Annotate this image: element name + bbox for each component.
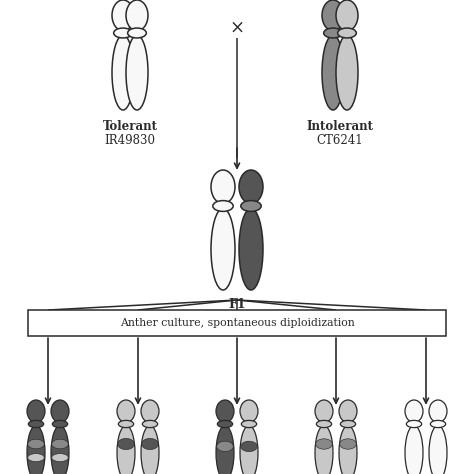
Ellipse shape bbox=[142, 438, 158, 450]
Text: Tolerant: Tolerant bbox=[102, 120, 157, 133]
Ellipse shape bbox=[316, 420, 332, 428]
Ellipse shape bbox=[27, 426, 45, 474]
Ellipse shape bbox=[324, 28, 342, 38]
FancyBboxPatch shape bbox=[28, 310, 446, 336]
Ellipse shape bbox=[217, 441, 233, 452]
Ellipse shape bbox=[315, 426, 333, 474]
Ellipse shape bbox=[27, 400, 45, 422]
Ellipse shape bbox=[429, 400, 447, 422]
Ellipse shape bbox=[114, 28, 132, 38]
Ellipse shape bbox=[27, 439, 44, 449]
Ellipse shape bbox=[337, 28, 356, 38]
Text: Anther culture, spontaneous diploidization: Anther culture, spontaneous diploidizati… bbox=[119, 318, 355, 328]
Ellipse shape bbox=[240, 400, 258, 422]
Ellipse shape bbox=[405, 426, 423, 474]
Ellipse shape bbox=[52, 439, 68, 449]
Ellipse shape bbox=[118, 420, 134, 428]
Ellipse shape bbox=[239, 170, 263, 204]
Ellipse shape bbox=[216, 400, 234, 422]
Ellipse shape bbox=[240, 426, 258, 474]
Ellipse shape bbox=[112, 0, 134, 31]
Ellipse shape bbox=[28, 420, 44, 428]
Ellipse shape bbox=[142, 420, 158, 428]
Ellipse shape bbox=[213, 201, 233, 211]
Ellipse shape bbox=[118, 438, 134, 450]
Text: F1: F1 bbox=[228, 298, 246, 311]
Ellipse shape bbox=[52, 454, 68, 462]
Ellipse shape bbox=[126, 0, 148, 31]
Ellipse shape bbox=[112, 35, 134, 110]
Ellipse shape bbox=[141, 400, 159, 422]
Ellipse shape bbox=[239, 209, 263, 290]
Ellipse shape bbox=[211, 170, 235, 204]
Text: IR49830: IR49830 bbox=[104, 134, 155, 147]
Ellipse shape bbox=[336, 35, 358, 110]
Text: Intolerant: Intolerant bbox=[307, 120, 374, 133]
Ellipse shape bbox=[241, 420, 256, 428]
Ellipse shape bbox=[339, 400, 357, 422]
Ellipse shape bbox=[336, 0, 358, 31]
Ellipse shape bbox=[340, 420, 356, 428]
Ellipse shape bbox=[211, 209, 235, 290]
Ellipse shape bbox=[241, 201, 261, 211]
Text: ×: × bbox=[229, 19, 245, 37]
Ellipse shape bbox=[52, 420, 68, 428]
Ellipse shape bbox=[322, 35, 344, 110]
Ellipse shape bbox=[322, 0, 344, 31]
Ellipse shape bbox=[126, 35, 148, 110]
Ellipse shape bbox=[51, 426, 69, 474]
Ellipse shape bbox=[141, 426, 159, 474]
Ellipse shape bbox=[117, 426, 135, 474]
Ellipse shape bbox=[241, 441, 257, 452]
Ellipse shape bbox=[27, 454, 44, 462]
Ellipse shape bbox=[51, 400, 69, 422]
Ellipse shape bbox=[316, 439, 332, 449]
Ellipse shape bbox=[429, 426, 447, 474]
Text: CT6241: CT6241 bbox=[317, 134, 363, 147]
Ellipse shape bbox=[406, 420, 422, 428]
Ellipse shape bbox=[216, 426, 234, 474]
Ellipse shape bbox=[405, 400, 423, 422]
Ellipse shape bbox=[339, 426, 357, 474]
Ellipse shape bbox=[315, 400, 333, 422]
Ellipse shape bbox=[218, 420, 233, 428]
Ellipse shape bbox=[128, 28, 146, 38]
Ellipse shape bbox=[430, 420, 446, 428]
Ellipse shape bbox=[340, 439, 356, 449]
Ellipse shape bbox=[117, 400, 135, 422]
